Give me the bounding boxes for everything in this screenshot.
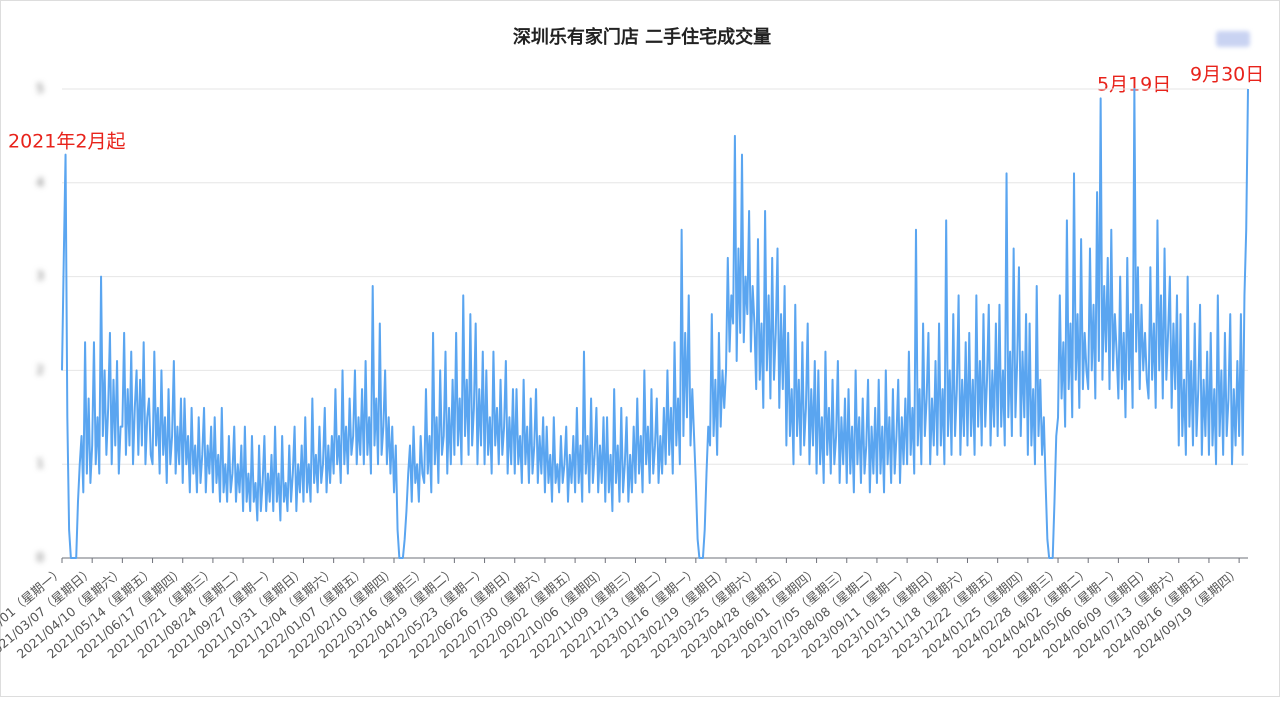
annotation: 9月30日 (1190, 64, 1264, 86)
annotation: 5月19日 (1097, 74, 1171, 96)
legend-blur (1216, 31, 1250, 47)
y-tick-label: 1 (36, 457, 44, 471)
chart-title: 深圳乐有家门店 二手住宅成交量 (513, 26, 771, 48)
y-tick-label: 0 (36, 551, 44, 565)
y-tick-label: 4 (36, 175, 44, 189)
y-tick-label: 5 (36, 82, 44, 96)
y-tick-label: 2 (36, 363, 44, 377)
y-tick-label: 3 (36, 269, 44, 283)
annotation: 2021年2月起 (8, 131, 125, 153)
data-line (61, 88, 1249, 559)
